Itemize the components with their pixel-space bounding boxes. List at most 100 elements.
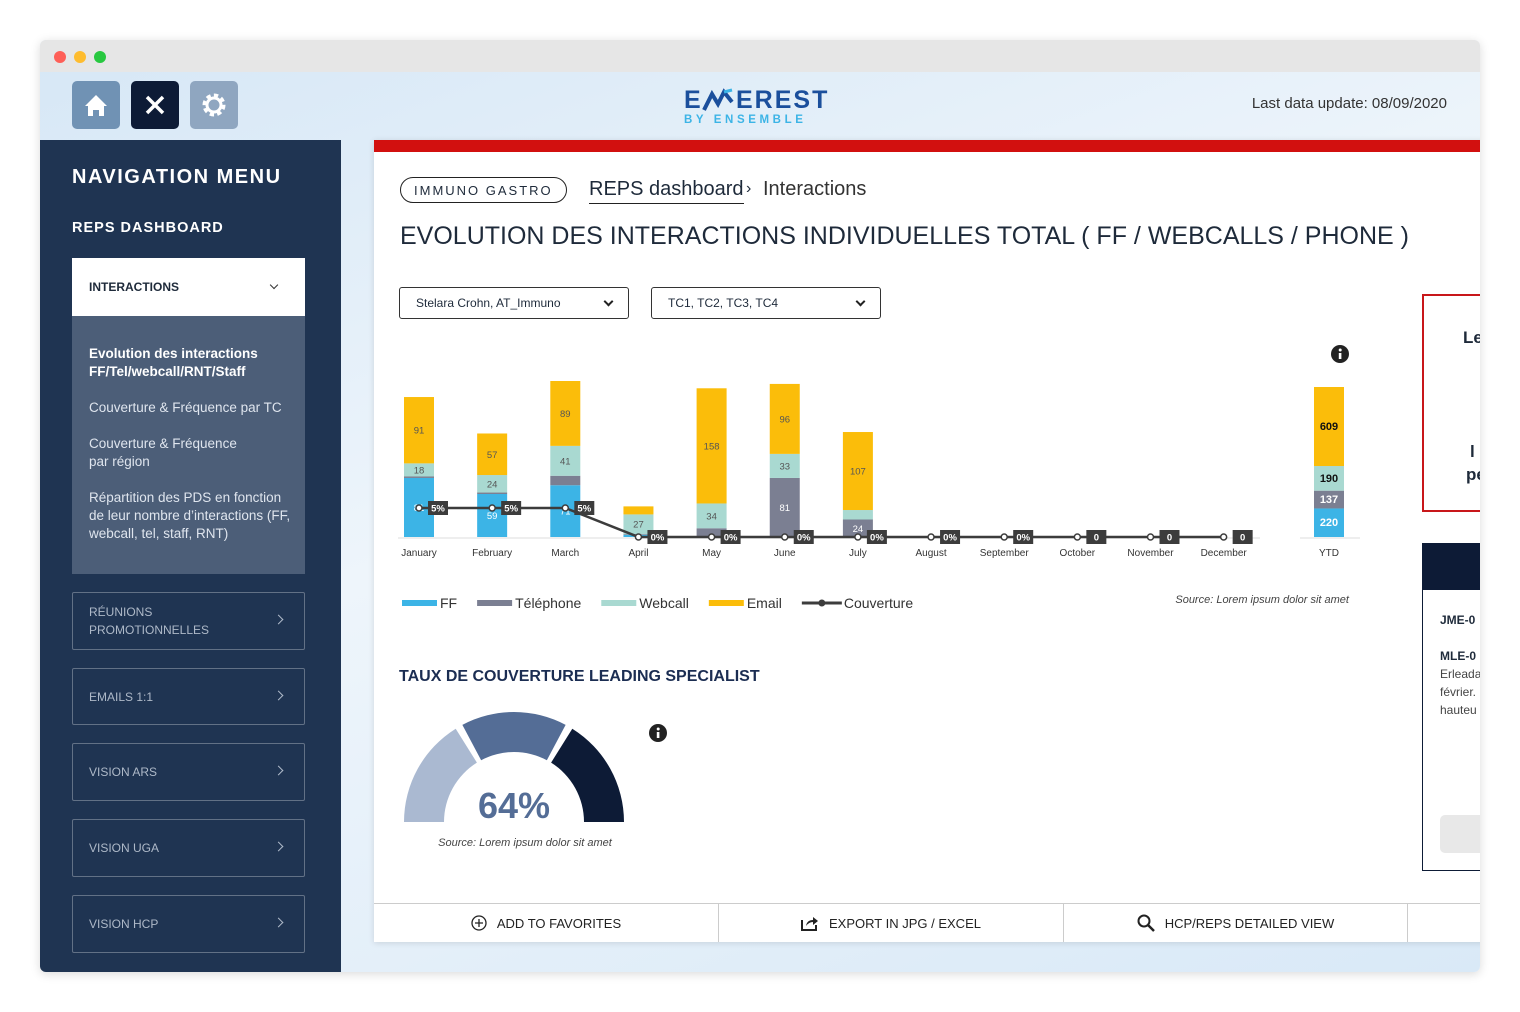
x-tick-label: December	[1201, 548, 1248, 559]
search-icon	[1137, 914, 1155, 932]
side-panel-alert: Le l pe	[1422, 294, 1480, 512]
legend-label: Couverture	[844, 595, 913, 611]
bar-value-label: 96	[779, 414, 790, 425]
x-tick-label: August	[915, 548, 946, 559]
coverage-point	[854, 533, 862, 541]
panel-text: hauteu	[1440, 703, 1477, 717]
dropdown-label: TC1, TC2, TC3, TC4	[668, 296, 779, 310]
bar-segment	[404, 397, 434, 464]
nav-item[interactable]: RÉUNIONS PROMOTIONNELLES	[72, 592, 305, 650]
coverage-label: 0%	[651, 533, 665, 544]
side-panel-list: JME-0 MLE-0 Erleada février. hauteu	[1422, 543, 1480, 871]
footer-label: ADD TO FAVORITES	[496, 915, 622, 931]
export-icon	[801, 917, 819, 931]
interactions-chart: January 81 18 91 February 59 24 57 March 71 41 89 Ap…	[398, 345, 1360, 611]
bar-segment	[769, 453, 800, 478]
gauge-chart: 64% Source: Lorem ipsum dolor sit amet	[404, 712, 667, 849]
bar-value-label: 609	[1320, 421, 1338, 433]
bar-value-label: 91	[414, 426, 425, 437]
footer-label: HCP/REPS DETAILED VIEW	[1164, 915, 1335, 931]
coverage-point	[781, 533, 789, 541]
bar-segment	[696, 528, 727, 537]
coverage-point	[1000, 533, 1008, 541]
sub-item[interactable]: Répartition des PDS en fonction de leur …	[89, 490, 291, 541]
bar-value-label: 27	[633, 520, 644, 531]
coverage-label: 0%	[870, 533, 884, 544]
legend-swatch	[477, 600, 513, 606]
panel-text: pe	[1466, 465, 1480, 484]
footer-button[interactable]: HCP/REPS DETAILED VIEW	[1063, 903, 1408, 942]
heading: EVOLUTION DES INTERACTIONS INDIVIDUELLES…	[400, 222, 1409, 250]
logo-mountain	[702, 88, 734, 111]
gear-icon	[202, 93, 226, 117]
filter-dropdown[interactable]: TC1, TC2, TC3, TC4	[651, 287, 881, 319]
panel-text: Erleada	[1440, 667, 1480, 681]
footer-button[interactable]: EXPORT IN JPG / EXCEL	[718, 903, 1063, 942]
panel-button[interactable]	[1440, 815, 1480, 853]
coverage-label-box	[1013, 530, 1034, 544]
title-bar	[40, 40, 1480, 72]
x-tick-label: June	[774, 548, 796, 559]
close-button[interactable]	[131, 81, 179, 129]
last-update: Last data update: 08/09/2020	[1251, 95, 1447, 112]
bar-segment	[696, 503, 727, 529]
nav-item[interactable]: VISION HCP	[72, 895, 305, 953]
bar-segment	[1314, 490, 1344, 509]
coverage-label-box	[647, 530, 668, 544]
footer-button[interactable]: ADD TO FAVORITES	[374, 903, 718, 942]
bar-value-label: 137	[1320, 494, 1338, 506]
home-icon	[85, 95, 107, 116]
bar-value-label: 158	[704, 441, 720, 452]
breadcrumb-link[interactable]: REPS dashboard	[589, 178, 744, 204]
legend-label: Webcall	[639, 595, 689, 611]
nav-item[interactable]: VISION ARS	[72, 743, 305, 801]
coverage-label: 0%	[797, 533, 811, 544]
panel-text: février.	[1440, 685, 1477, 699]
coverage-label-box	[1232, 530, 1253, 544]
settings-button[interactable]	[190, 81, 238, 129]
gauge-segment	[551, 728, 624, 822]
bar-segment	[404, 476, 434, 478]
gauge-value: 64%	[478, 785, 550, 826]
panel-code: JME-0	[1440, 613, 1476, 627]
bar-value-label: 34	[706, 511, 717, 522]
footer-label: EXPORT IN JPG / EXCEL	[829, 915, 981, 931]
nav-item-label: VISION UGA	[89, 841, 160, 855]
sub-item[interactable]: Evolution des interactions FF/Tel/webcal…	[89, 346, 258, 379]
nav-item-label: EMAILS 1:1	[89, 689, 154, 704]
breadcrumb-current: Interactions	[763, 178, 867, 200]
filter-dropdown[interactable]: Stelara Crohn, AT_Immuno	[399, 287, 629, 319]
nav-section: REPS DASHBOARD	[72, 220, 224, 236]
x-tick-label: January	[401, 548, 437, 559]
bar-value-label: 41	[560, 456, 571, 467]
home-button[interactable]	[72, 81, 120, 129]
bar-segment	[842, 519, 873, 537]
bar-value-label: 190	[1320, 473, 1338, 485]
info-icon	[1338, 348, 1342, 352]
x-tick-label: YTD	[1319, 548, 1339, 559]
coverage-point	[488, 504, 496, 512]
chevron	[273, 765, 284, 776]
panel-code: MLE-0	[1440, 649, 1476, 663]
sub-item[interactable]: Couverture & Fréquence par TC	[89, 400, 282, 415]
bar-segment	[623, 514, 654, 535]
bar-value-label: 57	[487, 450, 498, 461]
coverage-label-box	[1159, 530, 1180, 544]
nav-open-item[interactable]: INTERACTIONS	[72, 258, 305, 316]
min-dot[interactable]	[74, 51, 86, 63]
bar-segment	[1314, 466, 1344, 491]
sub-item[interactable]: Couverture & Fréquence par région	[89, 436, 237, 469]
legend-swatch	[402, 600, 437, 606]
max-dot[interactable]	[94, 51, 106, 63]
chevron	[273, 917, 284, 928]
nav-item[interactable]: VISION UGA	[72, 819, 305, 877]
close-dot[interactable]	[54, 51, 66, 63]
main-card: IMMUNO GASTRO REPS dashboard › Interacti…	[374, 140, 1480, 942]
bar-value-label: 33	[779, 461, 790, 472]
x-tick-label: July	[849, 548, 867, 559]
panel-text: Le	[1463, 328, 1480, 347]
bar-segment	[769, 477, 800, 537]
bar-value-label: 24	[487, 479, 498, 490]
nav-item-label: RÉUNIONS PROMOTIONNELLES	[89, 605, 210, 637]
nav-item[interactable]: EMAILS 1:1	[72, 668, 305, 725]
